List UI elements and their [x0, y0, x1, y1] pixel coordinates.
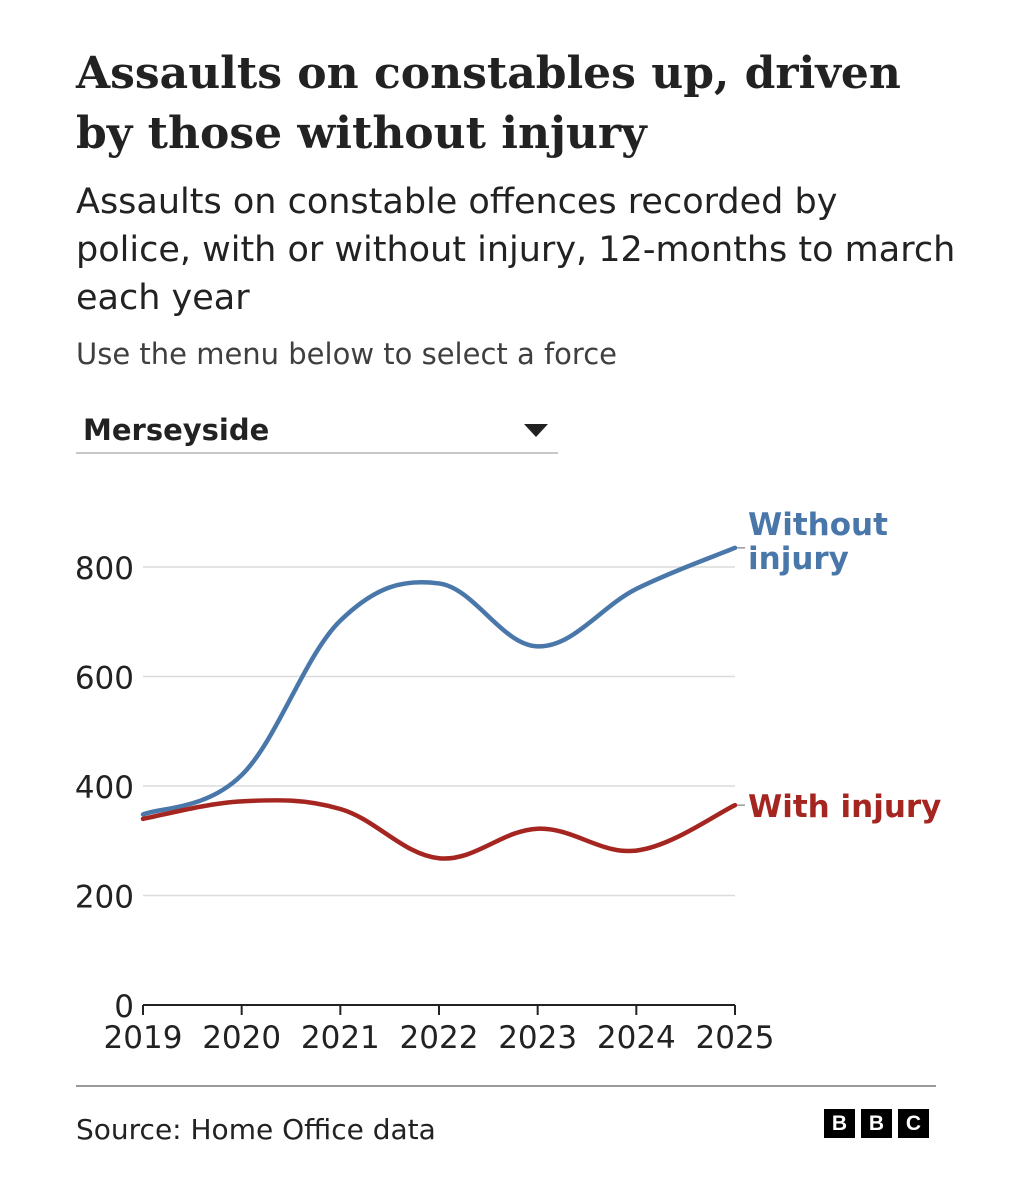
y-tick-label: 400 [75, 770, 134, 806]
instruction-text: Use the menu below to select a force [76, 337, 617, 371]
x-axis: 2019 2020 2021 2022 2023 2024 2025 [104, 1004, 775, 1056]
series-lines [140, 545, 738, 861]
footer-divider [76, 1085, 936, 1087]
x-tick-label: 2019 [104, 1020, 183, 1056]
y-tick-label: 0 [114, 989, 134, 1025]
y-axis: 0 200 400 600 800 [75, 551, 134, 1025]
caret-down-icon[interactable] [524, 424, 548, 437]
series-line-without-injury [140, 545, 738, 817]
x-tick-label: 2020 [202, 1020, 281, 1056]
series-label: injury [748, 541, 849, 577]
series-label: Without [748, 507, 888, 543]
force-select-dropdown[interactable]: Merseyside [76, 404, 558, 454]
x-tick-label: 2022 [400, 1020, 479, 1056]
series-line-with-injury [140, 798, 738, 861]
chart-subtitle: Assaults on constable offences recorded … [76, 182, 956, 318]
force-select-value: Merseyside [83, 413, 270, 447]
y-tick-label: 200 [75, 880, 134, 916]
source-note: Source: Home Office data [76, 1113, 436, 1146]
bbc-logo-letter: C [898, 1109, 929, 1138]
chart-title: Assaults on constables up, driven by tho… [76, 48, 901, 159]
line-chart: 2019 2020 2021 2022 2023 2024 2025 0 200 400 600 8… [75, 507, 942, 1056]
x-tick-label: 2021 [301, 1020, 380, 1056]
y-tick-label: 800 [75, 551, 134, 587]
bbc-logo-letter: B [824, 1109, 855, 1138]
x-tick-label: 2024 [597, 1020, 676, 1056]
x-tick-label: 2025 [696, 1020, 775, 1056]
gridlines [143, 566, 735, 897]
bbc-logo-letter: B [861, 1109, 892, 1138]
x-tick-label: 2023 [498, 1020, 577, 1056]
bbc-logo: B B C [824, 1109, 929, 1138]
y-tick-label: 600 [75, 661, 134, 697]
series-label: With injury [748, 789, 941, 825]
